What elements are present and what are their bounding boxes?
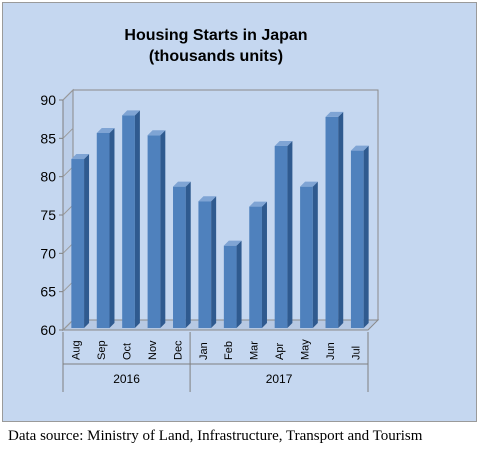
bar-mar [249, 206, 262, 328]
bar-side-jul [363, 145, 369, 328]
bar-top-aug [71, 154, 90, 160]
y-tick-label: 90 [40, 92, 56, 108]
bar-jul [350, 150, 364, 328]
y-tick-label: 65 [40, 284, 56, 300]
bar-apr [274, 146, 288, 328]
y-tick-diagonal [62, 319, 74, 331]
bar-side-apr [287, 141, 293, 328]
x-tick-label-apr: Apr [274, 343, 286, 360]
bar-top-oct [122, 110, 140, 116]
bar-top-mar [249, 201, 267, 207]
x-tick-label-jan: Jan [198, 342, 210, 360]
y-tick-label: 60 [40, 322, 56, 338]
y-tick-diagonal [62, 204, 74, 216]
bar-top-apr [274, 141, 293, 146]
x-tick-label-feb: Feb [223, 341, 235, 360]
year-group-label-2016: 2016 [113, 372, 140, 386]
bar-side-may [312, 181, 318, 328]
bar-oct [122, 115, 135, 328]
x-tick-label-aug: Aug [71, 340, 83, 360]
y-tick-label: 75 [40, 207, 56, 223]
bar-aug [71, 159, 85, 328]
bar-side-aug [84, 154, 90, 328]
bar-top-jan [198, 196, 217, 202]
bar-top-dec [173, 181, 191, 187]
bar-top-nov [147, 130, 166, 136]
bar-top-may [300, 181, 318, 187]
bar-side-feb [236, 240, 242, 328]
chart-title-line-2: (thousands units) [149, 48, 283, 65]
chart-title-line-1: Housing Starts in Japan [124, 27, 307, 44]
data-source-note: Data source: Ministry of Land, Infrastru… [8, 428, 423, 444]
bar-may [300, 186, 313, 328]
x-tick-label-jul: Jul [350, 346, 362, 360]
bar-top-jul [350, 145, 369, 151]
y-tick-diagonal [62, 166, 74, 178]
bar-side-nov [160, 130, 166, 328]
x-tick-label-oct: Oct [122, 343, 134, 360]
bar-side-jan [211, 196, 217, 328]
bar-side-mar [261, 201, 267, 328]
bar-side-jun [338, 111, 344, 328]
bar-side-oct [134, 110, 140, 328]
bar-chart: Housing Starts in Japan (thousands units… [40, 27, 380, 392]
bar-jun [325, 116, 339, 328]
bar-side-dec [185, 181, 191, 328]
x-tick-label-jun: Jun [325, 342, 337, 360]
x-tick-label-nov: Nov [147, 340, 159, 360]
bar-sep [96, 132, 110, 328]
bar-nov [147, 135, 161, 328]
y-tick-diagonal [62, 281, 74, 293]
x-tick-label-may: May [299, 339, 311, 360]
bar-feb [223, 245, 237, 328]
x-tick-label-mar: Mar [249, 341, 261, 360]
bar-dec [173, 186, 186, 328]
bar-top-feb [223, 240, 242, 246]
bar-top-sep [96, 127, 115, 133]
bar-jan [198, 201, 212, 328]
y-tick-label: 85 [40, 130, 56, 146]
y-tick-diagonal [62, 127, 74, 139]
y-tick-label: 80 [40, 169, 56, 185]
y-tick-diagonal [62, 89, 74, 101]
y-tick-diagonal [62, 242, 74, 254]
y-tick-label: 70 [40, 245, 56, 261]
bar-top-jun [325, 111, 344, 117]
x-tick-label-sep: Sep [96, 340, 108, 360]
x-tick-label-dec: Dec [172, 340, 184, 360]
year-group-label-2017: 2017 [266, 372, 293, 386]
bar-side-sep [109, 127, 115, 328]
